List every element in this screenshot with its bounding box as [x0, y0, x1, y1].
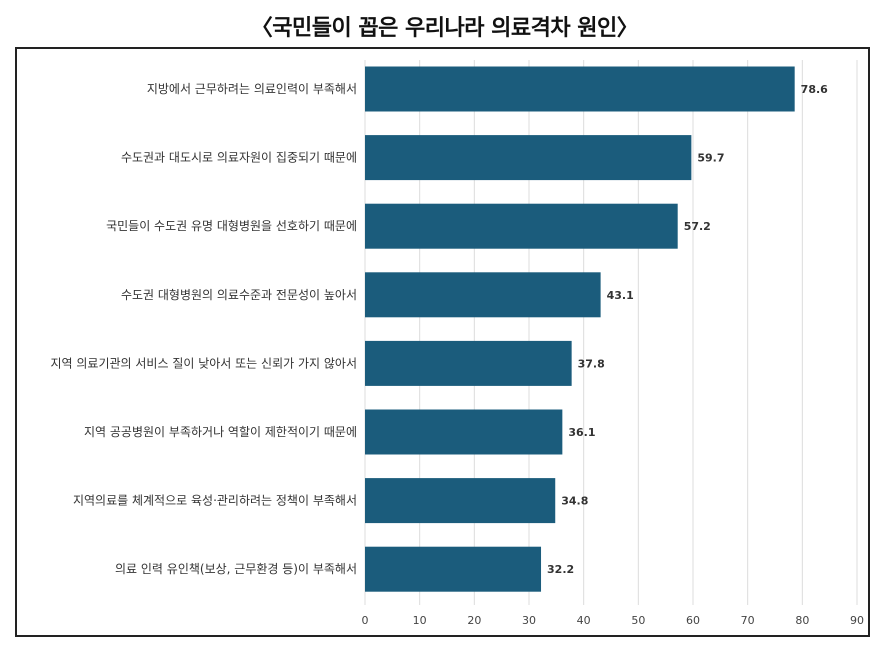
data-label: 43.1 [607, 289, 634, 302]
data-label: 78.6 [801, 83, 828, 96]
x-tick-label: 90 [850, 614, 864, 627]
bar [365, 409, 563, 455]
category-label: 수도권 대형병원의 의료수준과 전문성이 높아서 [121, 288, 357, 302]
x-tick-label: 70 [741, 614, 755, 627]
data-label: 32.2 [547, 563, 574, 576]
category-label: 의료 인력 유인책(보상, 근무환경 등)이 부족해서 [115, 561, 357, 576]
category-label: 수도권과 대도시로 의료자원이 집중되기 때문에 [121, 151, 357, 165]
data-label: 57.2 [684, 220, 711, 233]
x-tick-label: 10 [413, 614, 427, 627]
category-label: 국민들이 수도권 유명 대형병원을 선호하기 때문에 [106, 219, 357, 233]
category-label: 지방에서 근무하려는 의료인력이 부족해서 [147, 82, 357, 96]
data-label: 36.1 [568, 426, 595, 439]
bar [365, 203, 678, 249]
category-label: 지역 의료기관의 서비스 질이 낮아서 또는 신뢰가 가지 않아서 [50, 356, 357, 370]
bar [365, 478, 556, 524]
chart-title: 〈국민들이 꼽은 우리나라 의료격차 원인〉 [250, 16, 639, 41]
bar [365, 546, 542, 592]
bar [365, 272, 601, 318]
chart-frame [15, 47, 870, 637]
data-label: 34.8 [561, 495, 588, 508]
data-label: 37.8 [578, 357, 605, 370]
bar [365, 340, 572, 386]
data-label: 59.7 [697, 152, 724, 165]
category-label: 지역 공공병원이 부족하거나 역할이 제한적이기 때문에 [84, 425, 357, 439]
x-tick-label: 40 [577, 614, 591, 627]
x-tick-label: 20 [467, 614, 481, 627]
x-tick-label: 30 [522, 614, 536, 627]
x-tick-label: 80 [795, 614, 809, 627]
x-tick-label: 0 [362, 614, 369, 627]
bar [365, 66, 795, 112]
category-label: 지역의료를 체계적으로 육성·관리하려는 정책이 부족해서 [73, 493, 357, 508]
bar [365, 135, 692, 181]
x-tick-label: 50 [631, 614, 645, 627]
x-tick-label: 60 [686, 614, 700, 627]
